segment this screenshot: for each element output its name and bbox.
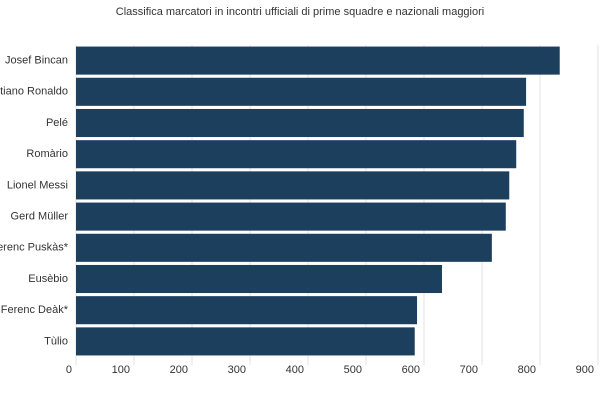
bar (76, 77, 527, 106)
y-tick-label: Gerd Müller (11, 211, 69, 223)
x-tick-label: 400 (286, 364, 304, 376)
bar (76, 46, 560, 75)
x-tick-label: 800 (518, 364, 536, 376)
bar (76, 171, 510, 200)
bar (76, 140, 517, 169)
y-tick-label: Tùlio (44, 335, 68, 347)
bar (76, 108, 524, 138)
bar (76, 327, 415, 356)
x-tick-label: 900 (576, 364, 594, 376)
x-tick-label: 200 (170, 364, 188, 376)
y-tick-label: Eusèbio (28, 273, 68, 285)
bar (76, 202, 506, 231)
bar (76, 296, 418, 325)
y-tick-label: Josef Bincan (5, 55, 68, 67)
y-tick-label: erenc Puskàs* (0, 242, 69, 254)
y-tick-label: tiano Ronaldo (0, 86, 68, 98)
y-tick-label: Lionel Messi (7, 179, 68, 191)
x-tick-label: 600 (402, 364, 420, 376)
x-tick-label: 100 (112, 364, 130, 376)
x-tick-label: 0 (66, 364, 72, 376)
bar (76, 233, 492, 262)
y-tick-label: Pelé (46, 117, 68, 129)
chart-title: Classifica marcatori in incontri ufficia… (116, 6, 484, 18)
bar (76, 264, 442, 294)
x-tick-label: 500 (344, 364, 362, 376)
x-tick-label: 300 (228, 364, 246, 376)
y-tick-label: Romàrio (26, 148, 68, 160)
y-tick-label: Ferenc Deàk* (1, 304, 69, 316)
x-tick-label: 700 (460, 364, 478, 376)
